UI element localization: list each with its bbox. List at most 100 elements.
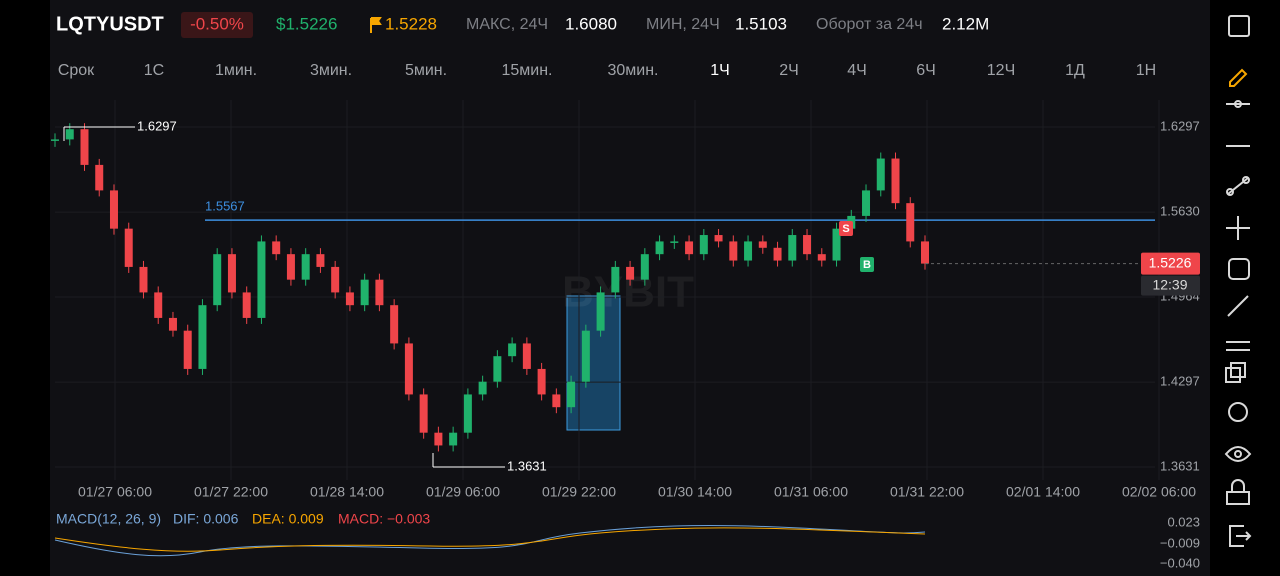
candle [817, 254, 826, 261]
candle [168, 317, 177, 331]
candle [537, 368, 546, 395]
interval[interactable]: 1Н [1136, 62, 1156, 79]
change: -0.50% [190, 14, 244, 33]
candle [449, 432, 458, 446]
candle [434, 432, 443, 446]
stat-value: 2.12M [942, 14, 989, 33]
y-tick-label: 1.4297 [1160, 374, 1200, 389]
candle [581, 330, 590, 382]
interval[interactable]: 5мин. [405, 62, 447, 79]
toolbar [1224, 15, 1252, 547]
candle [124, 228, 133, 267]
x-tick-label: 02/01 14:00 [1006, 484, 1080, 500]
change-badge [181, 12, 253, 38]
candle [699, 235, 708, 255]
macd-text: DIF: 0.006 [173, 511, 239, 527]
mark-price: 1.5228 [385, 14, 437, 33]
last-box [1141, 252, 1200, 275]
candle [876, 158, 885, 191]
candle [345, 292, 354, 306]
candle [183, 330, 192, 369]
x-tick-label: 01/27 22:00 [194, 484, 268, 500]
interval[interactable]: 30мин. [607, 62, 658, 79]
level-label: 1.5567 [205, 199, 245, 214]
x-tick-label: 01/28 14:00 [310, 484, 384, 500]
candle [758, 241, 767, 248]
y-tick-label: 1.6297 [1160, 118, 1200, 133]
interval[interactable]: 3мин. [310, 62, 352, 79]
candle [611, 266, 620, 293]
candle [139, 266, 148, 293]
symbol[interactable]: LQTYUSDT [56, 13, 164, 35]
interval[interactable]: 6Ч [916, 62, 936, 79]
stat-label: МИН, 24Ч [646, 16, 720, 33]
macd-tick: −0.040 [1160, 555, 1200, 570]
candle [640, 254, 649, 280]
candle [803, 235, 812, 255]
y-tick-label: 1.5630 [1160, 204, 1200, 219]
candle [685, 241, 694, 255]
candle [316, 254, 325, 267]
candle [419, 394, 428, 433]
x-tick-label: 01/30 14:00 [658, 484, 732, 500]
candle [596, 292, 605, 331]
sell-text: S [842, 223, 849, 235]
candle [478, 381, 487, 395]
candle [286, 254, 295, 280]
x-tick-label: 01/29 06:00 [426, 484, 500, 500]
candle [390, 305, 399, 344]
candle [921, 241, 929, 264]
candle [522, 343, 531, 369]
candle [51, 139, 59, 141]
candle [213, 254, 222, 306]
candle [360, 279, 369, 306]
candle [65, 129, 74, 140]
interval[interactable]: 2Ч [779, 62, 799, 79]
candle [227, 254, 236, 293]
low-label: 1.3631 [507, 458, 547, 473]
macd-text: MACD(12, 26, 9) [56, 511, 161, 527]
candle [375, 279, 384, 306]
panel [50, 0, 1210, 576]
stat-value: 1.6080 [565, 14, 617, 33]
macd-tick: 0.023 [1167, 514, 1200, 529]
candle [154, 292, 163, 318]
buy-marker [860, 257, 874, 272]
interval[interactable]: 1С [144, 62, 164, 79]
price: $1.5226 [276, 14, 337, 33]
stat-value: 1.5103 [735, 14, 787, 33]
interval[interactable]: 12Ч [987, 62, 1015, 79]
candle [331, 266, 340, 293]
buy-text: B [863, 259, 871, 271]
x-tick-label: 01/31 22:00 [890, 484, 964, 500]
macd-text: MACD: −0.003 [338, 511, 430, 527]
y-tick-label: 1.3631 [1160, 458, 1200, 473]
candle [508, 343, 517, 357]
x-tick-label: 01/31 06:00 [774, 484, 848, 500]
interval[interactable]: Срок [58, 62, 95, 79]
macd-dif [54, 525, 926, 557]
candle [670, 241, 679, 243]
selection-box [566, 295, 621, 431]
flag-icon [370, 17, 382, 33]
timer: 12:39 [1152, 276, 1187, 292]
candle [862, 190, 871, 216]
candle [744, 241, 753, 261]
sell-marker [839, 221, 853, 236]
candle [493, 356, 502, 382]
candle [788, 235, 797, 261]
candle [832, 228, 841, 261]
interval[interactable]: 15мин. [501, 62, 552, 79]
interval[interactable]: 1мин. [215, 62, 257, 79]
candle [95, 164, 104, 191]
candle [552, 394, 561, 408]
candle [655, 241, 664, 255]
interval[interactable]: 1Ч [710, 62, 730, 79]
stat-label: МАКС, 24Ч [466, 16, 548, 33]
candle [109, 190, 118, 229]
interval[interactable]: 4Ч [847, 62, 867, 79]
timer-box [1141, 275, 1200, 296]
x-tick-label: 01/27 06:00 [78, 484, 152, 500]
interval[interactable]: 1Д [1065, 62, 1085, 79]
